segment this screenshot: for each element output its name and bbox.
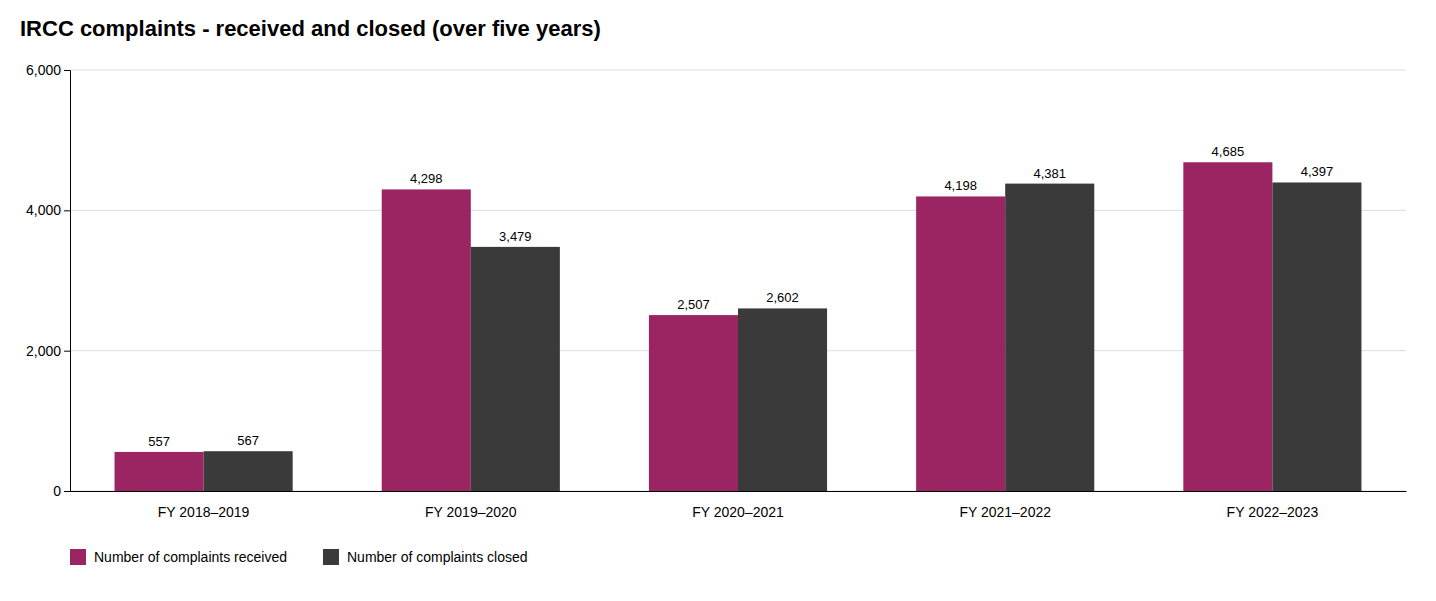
y-tick-mark: [64, 491, 70, 492]
legend-label: Number of complaints received: [94, 549, 287, 565]
bar: [1183, 162, 1272, 491]
x-tick: FY 2019–2020: [425, 504, 517, 520]
bar: [471, 247, 560, 491]
legend-label: Number of complaints closed: [347, 549, 528, 565]
x-tick: FY 2020–2021: [692, 504, 784, 520]
x-tick-label: FY 2019–2020: [425, 504, 517, 520]
y-tick-label: 4,000: [26, 202, 61, 218]
legend: Number of complaints received Number of c…: [70, 549, 528, 565]
bar-series: [204, 182, 1362, 491]
legend-item: Number of complaints closed: [323, 549, 528, 565]
legend-item: Number of complaints received: [70, 549, 287, 565]
data-label: 4,397: [1301, 164, 1334, 179]
data-label: 2,507: [677, 297, 710, 312]
grid: [70, 70, 1406, 491]
x-tick-label: FY 2020–2021: [692, 504, 784, 520]
y-tick: 2,000: [26, 343, 70, 359]
y-tick-label: 6,000: [26, 62, 61, 78]
chart-container: IRCC complaints - received and closed (o…: [0, 0, 1436, 601]
bar: [382, 189, 471, 491]
data-label: 3,479: [499, 229, 532, 244]
title: IRCC complaints - received and closed (o…: [20, 16, 601, 41]
y-axis-line: [64, 71, 71, 492]
data-label: 557: [148, 434, 170, 449]
data-label: 2,602: [766, 290, 799, 305]
data-label: 4,685: [1212, 144, 1245, 159]
data-label: 567: [237, 433, 259, 448]
x-axis: FY 2018–2019 FY 2019–2020 FY 2020–2021 FY 2…: [71, 492, 1407, 520]
y-tick: 4,000: [26, 202, 70, 218]
bar: [1272, 182, 1361, 491]
x-tick: FY 2018–2019: [158, 504, 250, 520]
legend-swatch: [70, 549, 86, 565]
x-tick-label: FY 2021–2022: [959, 504, 1051, 520]
bar: [204, 451, 293, 491]
x-tick-label: FY 2022–2023: [1227, 504, 1319, 520]
y-tick: 0: [53, 483, 70, 499]
plot: 557 4,298 2,507 4,198 4,685 567 3,479 2,602 4,38…: [26, 62, 1407, 520]
x-tick: FY 2021–2022: [959, 504, 1051, 520]
bar: [1005, 184, 1094, 491]
y-tick: 6,000: [26, 62, 70, 78]
data-label: 4,298: [410, 171, 443, 186]
bar: [916, 196, 1005, 491]
y-tick-label: 0: [53, 483, 61, 499]
x-axis-line: [71, 491, 1407, 492]
y-tick-label: 2,000: [26, 343, 61, 359]
data-labels: 557 4,298 2,507 4,198 4,685 567 3,479 2,602 4,38…: [148, 144, 1333, 449]
bars: [115, 162, 1362, 491]
bar: [649, 315, 738, 491]
y-tick-mark: [64, 70, 70, 71]
legend-swatch: [323, 549, 339, 565]
bar: [115, 452, 204, 491]
data-label: 4,381: [1033, 166, 1066, 181]
bar: [738, 308, 827, 491]
x-tick: FY 2022–2023: [1227, 504, 1319, 520]
grid-line: [70, 70, 1406, 71]
data-label: 4,198: [944, 178, 977, 193]
x-tick-label: FY 2018–2019: [158, 504, 250, 520]
chart-svg: IRCC complaints - received and closed (o…: [0, 0, 1436, 601]
y-axis: 0 2,000 4,000 6,000: [26, 62, 71, 499]
y-tick-mark: [64, 351, 70, 352]
bar-series: [115, 162, 1273, 491]
y-tick-mark: [64, 210, 70, 211]
